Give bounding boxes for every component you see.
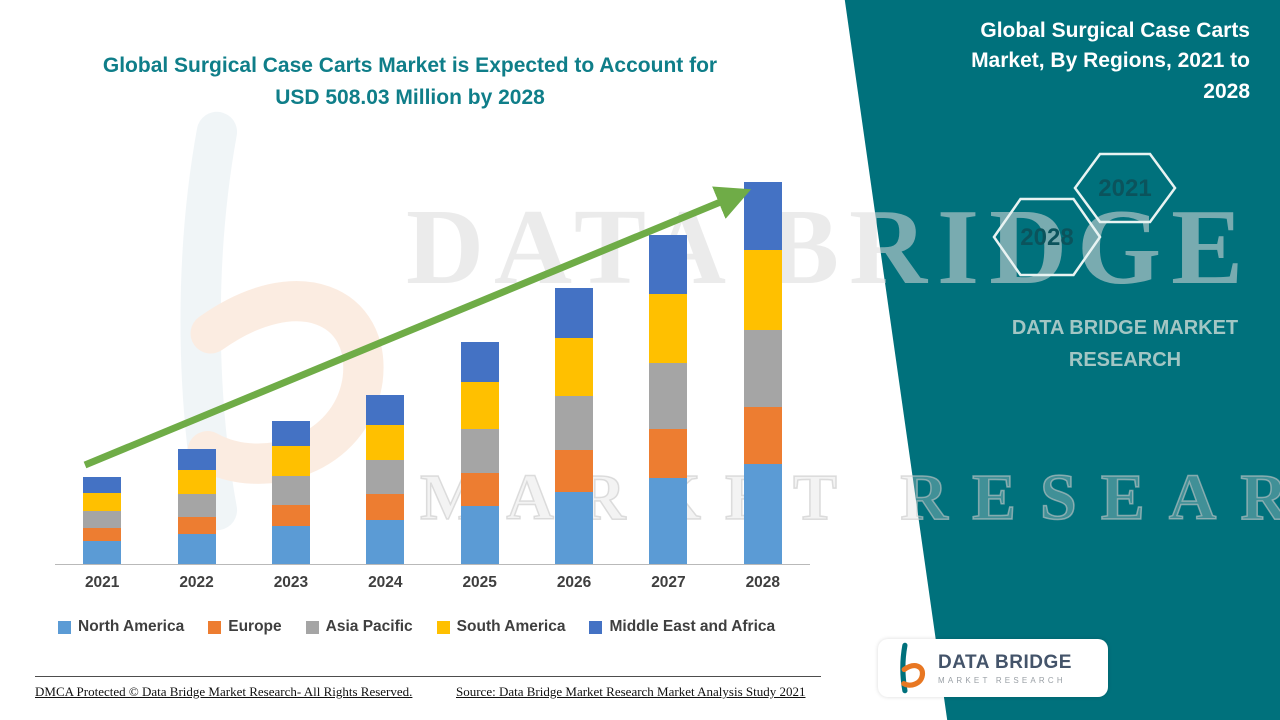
bar-segment-middle-east-and-africa xyxy=(177,449,216,471)
bar-segment-middle-east-and-africa xyxy=(649,235,688,295)
legend-item-europe: Europe xyxy=(208,618,282,636)
logo-text-block: DATA BRIDGE MARKET RESEARCH xyxy=(938,652,1072,685)
bar-segment-north-america xyxy=(649,478,688,564)
dmca-notice: DMCA Protected © Data Bridge Market Rese… xyxy=(35,684,413,699)
legend-label: Middle East and Africa xyxy=(609,618,776,635)
legend-label: Europe xyxy=(228,618,282,635)
bar-segment-asia-pacific xyxy=(460,428,499,474)
bar-segment-south-america xyxy=(177,470,216,495)
logo-brand-name: DATA BRIDGE xyxy=(938,651,1072,673)
bar-segment-europe xyxy=(83,527,122,542)
legend-item-north-america: North America xyxy=(58,618,184,636)
bar-segment-north-america xyxy=(271,526,310,564)
x-axis-label-2028: 2028 xyxy=(745,574,781,591)
hexagon-2021-icon xyxy=(1073,152,1177,224)
legend-swatch xyxy=(58,620,71,634)
bar-segment-north-america xyxy=(366,519,405,564)
year-hexagons: 2028 2021 xyxy=(992,152,1177,277)
page-title-line1: Global Surgical Case Carts Market is Exp… xyxy=(102,54,718,77)
legend-swatch xyxy=(589,620,603,634)
legend-label: North America xyxy=(78,618,185,635)
bar-segment-middle-east-and-africa xyxy=(83,476,122,494)
bar-segment-asia-pacific xyxy=(366,460,405,495)
bar-segment-europe xyxy=(460,473,499,507)
plot-area xyxy=(55,170,810,565)
hexagon-year-2028: 2028 xyxy=(1020,224,1073,251)
bar-segment-middle-east-and-africa xyxy=(366,394,405,425)
bar-2025 xyxy=(460,342,499,564)
chart-legend: North America Europe Asia Pacific South Ame… xyxy=(58,618,775,636)
side-panel-title: Global Surgical Case Carts Market, By Re… xyxy=(971,19,1250,103)
x-axis-label-2025: 2025 xyxy=(462,574,497,591)
page-title: Global Surgical Case Carts Market is Exp… xyxy=(80,50,740,113)
bar-segment-south-america xyxy=(460,382,499,429)
hexagon-2028-icon xyxy=(992,197,1102,277)
bar-segment-south-america xyxy=(649,294,688,364)
source-note: Source: Data Bridge Market Research Mark… xyxy=(456,684,806,699)
bar-segment-asia-pacific xyxy=(177,494,216,517)
bar-segment-south-america xyxy=(271,445,310,477)
bar-2028 xyxy=(743,182,782,564)
bar-segment-asia-pacific xyxy=(271,476,310,505)
bar-2023 xyxy=(271,421,310,564)
legend-label: Asia Pacific xyxy=(325,618,413,635)
x-axis-label-2024: 2024 xyxy=(368,574,403,591)
legend-swatch xyxy=(436,620,450,634)
x-axis-label-2021: 2021 xyxy=(84,574,120,591)
bar-segment-north-america xyxy=(83,541,122,564)
bar-segment-asia-pacific xyxy=(743,330,782,407)
brand-text-line2: RESEARCH xyxy=(1068,349,1182,371)
bar-segment-asia-pacific xyxy=(83,511,122,528)
page-title-line2: USD 508.03 Million by 2028 xyxy=(275,85,545,109)
side-panel-brand-text: DATA BRIDGE MARKET RESEARCH xyxy=(960,312,1280,376)
bar-segment-europe xyxy=(177,516,216,534)
bar-segment-asia-pacific xyxy=(555,395,594,451)
bar-2021 xyxy=(83,476,122,564)
bar-segment-north-america xyxy=(743,464,782,564)
legend-swatch xyxy=(305,620,319,634)
legend-swatch xyxy=(208,620,222,634)
bar-segment-europe xyxy=(649,428,688,479)
bar-2026 xyxy=(555,288,594,564)
bar-segment-europe xyxy=(743,406,782,464)
data-bridge-logo-box: DATA BRIDGE MARKET RESEARCH xyxy=(878,639,1108,697)
brand-text-line1: DATA BRIDGE MARKET xyxy=(1011,317,1239,339)
logo-sub-text: MARKET RESEARCH xyxy=(938,675,1066,685)
legend-item-middle-east-and-africa: Middle East and Africa xyxy=(589,618,775,636)
bar-segment-middle-east-and-africa xyxy=(555,288,594,338)
hexagon-year-2021: 2021 xyxy=(1098,175,1151,202)
x-axis-label-2022: 2022 xyxy=(179,574,214,591)
x-axis-label-2027: 2027 xyxy=(651,574,686,591)
bar-2022 xyxy=(177,449,216,564)
bar-segment-europe xyxy=(271,504,310,527)
bar-segment-north-america xyxy=(555,491,594,564)
legend-label: South America xyxy=(456,618,566,635)
bar-segment-europe xyxy=(366,494,405,520)
legend-item-south-america: South America xyxy=(436,618,566,636)
x-axis-labels: 2021 2022 2023 2024 2025 2026 2027 2028 xyxy=(55,574,810,592)
x-axis-label-2023: 2023 xyxy=(273,574,309,591)
bar-segment-south-america xyxy=(366,424,405,461)
bar-segment-europe xyxy=(555,450,594,492)
bar-segment-asia-pacific xyxy=(649,363,688,429)
bar-segment-north-america xyxy=(177,533,216,564)
footer-divider xyxy=(35,676,821,677)
bar-segment-middle-east-and-africa xyxy=(743,182,782,250)
bar-segment-north-america xyxy=(460,506,499,564)
bar-segment-middle-east-and-africa xyxy=(460,342,499,383)
data-bridge-b-logo-icon xyxy=(900,642,925,694)
legend-item-asia-pacific: Asia Pacific xyxy=(305,618,413,636)
bar-segment-south-america xyxy=(83,493,122,512)
bar-segment-middle-east-and-africa xyxy=(271,421,310,446)
x-axis-label-2026: 2026 xyxy=(556,574,592,591)
bar-2024 xyxy=(366,394,405,564)
bar-segment-south-america xyxy=(555,337,594,396)
bar-segment-south-america xyxy=(743,249,782,331)
bar-2027 xyxy=(649,235,688,564)
